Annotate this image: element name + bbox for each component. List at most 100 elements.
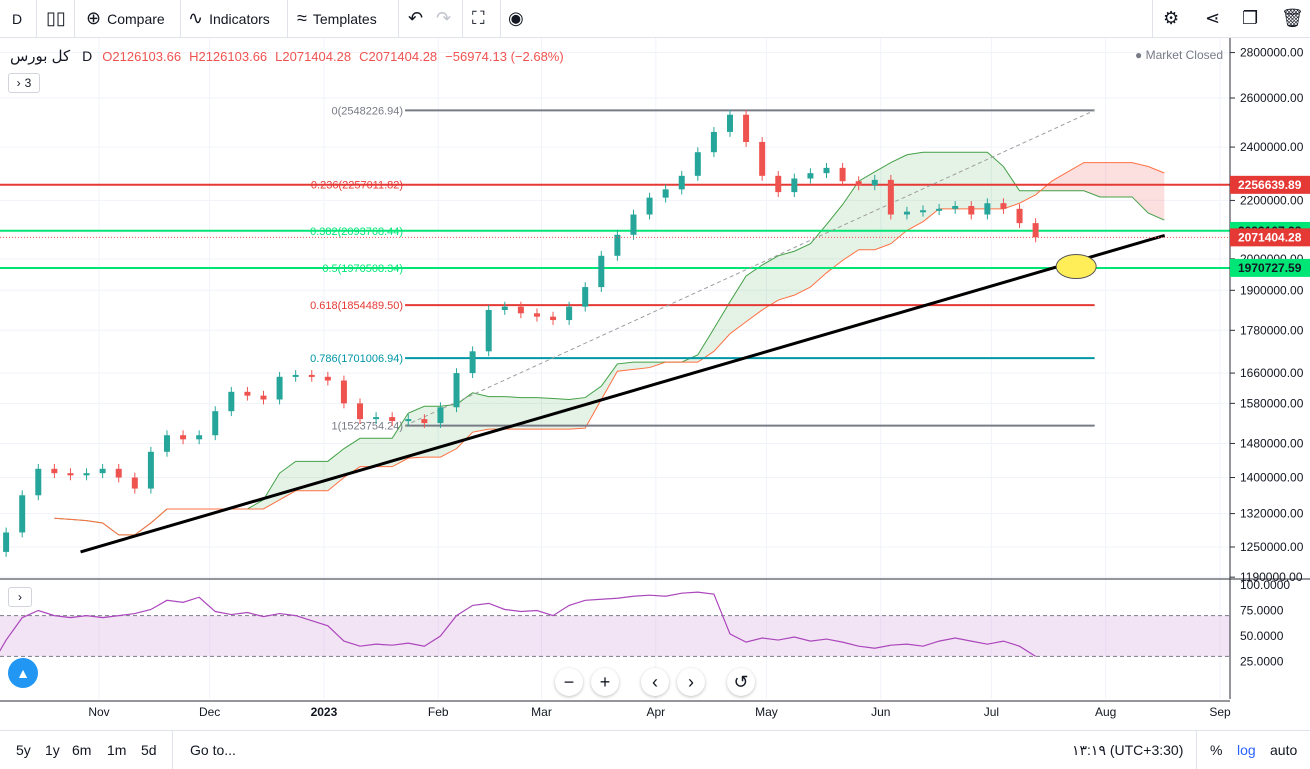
candle-body [871, 179, 878, 186]
reset-icon: ↺ [733, 671, 749, 692]
chevron-right-icon: › [18, 590, 22, 604]
candle-body [517, 306, 524, 314]
price-chart[interactable]: 0(2548226.94) 0.236(2257011.82) 0.382(2093… [0, 38, 1310, 730]
cloud-segment [890, 154, 907, 244]
templates-button[interactable]: ≈ Templates [297, 0, 377, 37]
log-toggle[interactable]: log [1237, 731, 1256, 769]
cloud-segment [569, 397, 586, 430]
candle-body [115, 468, 122, 478]
candle-body [51, 468, 58, 474]
share-button[interactable]: ⋖ [1205, 0, 1220, 37]
cloud-segment [794, 243, 811, 296]
cloud-segment [939, 152, 956, 209]
zoom-in-button[interactable]: + [591, 668, 619, 696]
candle-body [421, 419, 428, 424]
candles-icon: ▯▯ [46, 8, 66, 28]
rsi-collapse-button[interactable]: › [8, 587, 32, 607]
candle-body [646, 197, 653, 215]
candle-body [566, 306, 573, 321]
fib-level-label: 0.382(2093768.44) [310, 226, 403, 238]
time-tick-label: Apr [646, 705, 665, 719]
candle-body [839, 167, 846, 182]
time-tick-label: Aug [1095, 705, 1116, 719]
symbol-interval: D [82, 48, 93, 64]
cloud-segment [456, 392, 473, 449]
candle-body [887, 179, 894, 215]
log-label: log [1237, 742, 1256, 758]
rsi-tick-label: 50.0000 [1240, 629, 1284, 643]
cloud-segment [585, 386, 602, 429]
undo-button[interactable]: ↶ [408, 0, 423, 37]
candle-body [678, 175, 685, 190]
time-tick-label: Feb [428, 705, 449, 719]
tradingview-logo[interactable]: ▲ [8, 658, 38, 688]
candle-body [726, 114, 733, 132]
interval-button[interactable]: D [12, 0, 22, 37]
cloud-segment [826, 204, 843, 273]
range-5y[interactable]: 5y [16, 731, 31, 769]
candle-body [260, 395, 267, 400]
plus-icon: + [599, 671, 611, 692]
hide-drawings-button[interactable]: ◉ [508, 0, 524, 37]
range-6m[interactable]: 6m [72, 731, 91, 769]
candle-body [67, 473, 74, 476]
price-tick-label: 2800000.00 [1240, 46, 1304, 60]
fib-level-label: 0(2548226.94) [332, 105, 404, 117]
candle-body [1000, 203, 1007, 209]
undo-icon: ↶ [408, 8, 424, 28]
market-status-label: Market Closed [1145, 48, 1223, 62]
scroll-right-button[interactable]: › [677, 668, 705, 696]
zoom-out-button[interactable]: − [555, 668, 583, 696]
cloud-segment [504, 396, 521, 430]
snapshot-button[interactable]: ❐ [1242, 0, 1258, 37]
cloud-segment [520, 397, 537, 430]
candle-body [3, 532, 10, 552]
timezone-button[interactable]: ۱۳:۱۹ (UTC+3:30) [1072, 731, 1183, 769]
price-tick-label: 2200000.00 [1240, 193, 1304, 207]
trend-line [80, 233, 1166, 554]
range-1y[interactable]: 1y [45, 731, 60, 769]
candle-body [1016, 208, 1023, 224]
market-status: ● Market Closed [1135, 48, 1223, 62]
candle-body [147, 451, 154, 489]
cloud-segment [601, 363, 618, 400]
fib-trend-dashed [404, 109, 1095, 427]
indicators-button[interactable]: ∿ Indicators [188, 0, 270, 37]
candle-body [469, 351, 476, 374]
trash-button[interactable]: 🗑 [1281, 0, 1304, 37]
scroll-left-button[interactable]: ‹ [641, 668, 669, 696]
cloud-segment [923, 152, 940, 222]
bar-style-button[interactable]: ▯▯ [46, 0, 66, 37]
price-label-box [1230, 228, 1310, 247]
compare-button[interactable]: ⊕ Compare [86, 0, 165, 37]
candle-body [791, 178, 798, 193]
price-label-box [1230, 175, 1310, 194]
percent-toggle[interactable]: % [1210, 731, 1222, 769]
fullscreen-button[interactable]: ⛶ [472, 0, 485, 37]
goto-button[interactable]: Go to... [190, 731, 236, 769]
candle-body [131, 477, 138, 489]
reset-chart-button[interactable]: ↺ [727, 668, 755, 696]
settings-button[interactable]: ⚙ [1163, 0, 1179, 37]
candle-body [550, 316, 557, 321]
cloud-segment [746, 265, 763, 322]
price-label-text: 2071404.28 [1238, 230, 1302, 244]
range-1m[interactable]: 1m [107, 731, 126, 769]
chevron-left-icon: ‹ [652, 671, 658, 692]
candle-body [99, 468, 106, 474]
auto-toggle[interactable]: auto [1270, 731, 1297, 769]
symbol-name[interactable]: کل بورس [10, 48, 71, 65]
range-5d[interactable]: 5d [141, 731, 157, 769]
cloud-segment [263, 473, 280, 509]
time-tick-label: Sep [1209, 705, 1231, 719]
indicators-label: Indicators [209, 10, 270, 27]
candle-body [968, 206, 975, 215]
indicators-collapse-button[interactable]: › 3 [8, 73, 40, 93]
redo-button[interactable]: ↷ [436, 0, 451, 37]
redo-icon: ↷ [436, 8, 452, 28]
price-tick-label: 1400000.00 [1240, 471, 1304, 485]
candle-body [855, 181, 862, 186]
cloud-segment [778, 251, 795, 301]
price-tick-label: 1580000.00 [1240, 396, 1304, 410]
price-tick-label: 2600000.00 [1240, 91, 1304, 105]
